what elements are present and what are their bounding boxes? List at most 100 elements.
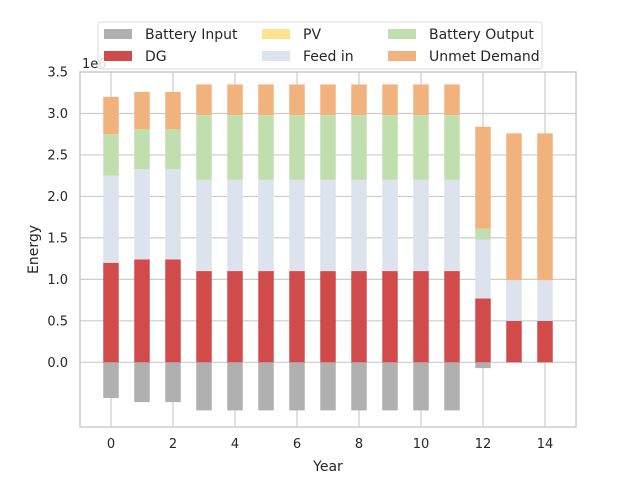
bar-feed-in-11: [444, 179, 460, 272]
plot-frame: [79, 71, 577, 428]
bar-battery-output-12: [475, 228, 491, 240]
bar-feed-in-14: [537, 280, 553, 321]
y-tick-label: 3.5: [47, 66, 68, 81]
bar-battery-input-0: [103, 362, 119, 398]
y-tick-label: 0.5: [47, 314, 68, 329]
bar-battery-output-6: [289, 115, 305, 180]
x-tick-label: 14: [537, 437, 554, 452]
bar-battery-output-7: [320, 115, 336, 180]
bar-battery-output-3: [196, 115, 212, 180]
bar-feed-in-6: [289, 179, 305, 272]
bar-dg-6: [289, 271, 305, 363]
legend-entry: DG: [145, 49, 167, 65]
bar-unmet-demand-6: [289, 84, 305, 116]
bar-feed-in-8: [351, 179, 367, 272]
legend-swatch: [388, 51, 416, 61]
y-tick-label: 1.0: [47, 273, 68, 288]
bar-battery-input-6: [289, 362, 305, 411]
bar-battery-input-8: [351, 362, 367, 411]
bar-dg-3: [196, 271, 212, 363]
bar-battery-input-1: [134, 362, 150, 403]
x-tick-label: 2: [169, 437, 177, 452]
legend-swatch: [388, 29, 416, 39]
bar-battery-output-9: [382, 115, 398, 180]
bar-unmet-demand-3: [196, 84, 212, 116]
legend-box: [97, 21, 543, 70]
bar-feed-in-9: [382, 179, 398, 272]
bar-battery-input-4: [227, 362, 243, 411]
legend-entry: Feed in: [303, 49, 354, 65]
bar-dg-9: [382, 271, 398, 363]
x-tick-label: 4: [231, 437, 239, 452]
bar-unmet-demand-12: [475, 126, 491, 229]
bar-battery-input-7: [320, 362, 336, 411]
x-tick-label: 0: [107, 437, 115, 452]
bar-battery-output-1: [134, 129, 150, 170]
bar-dg-13: [506, 320, 522, 363]
bar-dg-5: [258, 271, 274, 363]
bar-unmet-demand-2: [165, 91, 181, 130]
y-tick-label: 0.0: [47, 356, 68, 371]
bar-battery-output-0: [103, 134, 119, 176]
y-tick-label: 3.0: [47, 107, 68, 122]
legend-entry: Battery Input: [145, 27, 238, 43]
tick-labels: 0.0 0.5 1.0 1.5 2.0 2.5 3.0 3.5 0 2 4 6 8 10 12 14: [47, 66, 553, 453]
bar-unmet-demand-13: [506, 133, 522, 281]
bar-feed-in-0: [103, 175, 119, 263]
x-tick-label: 10: [413, 437, 430, 452]
bar-feed-in-4: [227, 179, 243, 272]
legend-swatch: [262, 29, 290, 39]
x-tick-label: 12: [475, 437, 492, 452]
bar-unmet-demand-4: [227, 84, 243, 116]
bar-feed-in-3: [196, 179, 212, 272]
bar-dg-2: [165, 259, 181, 363]
x-tick-label: 8: [355, 437, 363, 452]
bar-battery-input-11: [444, 362, 460, 411]
bar-battery-output-4: [227, 115, 243, 180]
legend-entry: Unmet Demand: [429, 49, 540, 65]
bar-feed-in-2: [165, 169, 181, 260]
bar-battery-output-8: [351, 115, 367, 180]
y-axis-label: Energy: [26, 225, 42, 274]
bar-unmet-demand-9: [382, 84, 398, 116]
legend-entry: Battery Output: [429, 27, 534, 43]
bar-battery-input-3: [196, 362, 212, 411]
bar-battery-output-10: [413, 115, 429, 180]
bar-dg-1: [134, 259, 150, 363]
bar-feed-in-7: [320, 179, 336, 272]
x-axis-label: Year: [312, 459, 343, 475]
bar-unmet-demand-10: [413, 84, 429, 116]
bar-battery-output-11: [444, 115, 460, 180]
y-tick-label: 2.5: [47, 148, 68, 163]
bar-battery-input-12: [475, 362, 491, 369]
bar-dg-12: [475, 298, 491, 363]
bar-feed-in-1: [134, 169, 150, 260]
axes: [79, 71, 577, 428]
bar-dg-11: [444, 271, 460, 363]
y-tick-label: 2.0: [47, 190, 68, 205]
bar-unmet-demand-14: [537, 133, 553, 281]
bar-unmet-demand-5: [258, 84, 274, 116]
bar-dg-10: [413, 271, 429, 363]
bar-unmet-demand-11: [444, 84, 460, 116]
bar-battery-input-5: [258, 362, 274, 411]
bar-battery-input-9: [382, 362, 398, 411]
legend-swatch: [104, 29, 132, 39]
bar-dg-14: [537, 320, 553, 363]
bar-battery-output-2: [165, 129, 181, 170]
bar-feed-in-13: [506, 280, 522, 321]
legend-entry: PV: [303, 27, 321, 43]
bars: [103, 84, 553, 411]
bar-unmet-demand-0: [103, 96, 119, 135]
bar-unmet-demand-7: [320, 84, 336, 116]
bar-unmet-demand-8: [351, 84, 367, 116]
bar-battery-input-2: [165, 362, 181, 403]
bar-unmet-demand-1: [134, 91, 150, 130]
bar-feed-in-12: [475, 239, 491, 299]
bar-dg-8: [351, 271, 367, 363]
bar-feed-in-10: [413, 179, 429, 272]
bar-dg-4: [227, 271, 243, 363]
bar-feed-in-5: [258, 179, 274, 272]
legend-swatch: [262, 51, 290, 61]
